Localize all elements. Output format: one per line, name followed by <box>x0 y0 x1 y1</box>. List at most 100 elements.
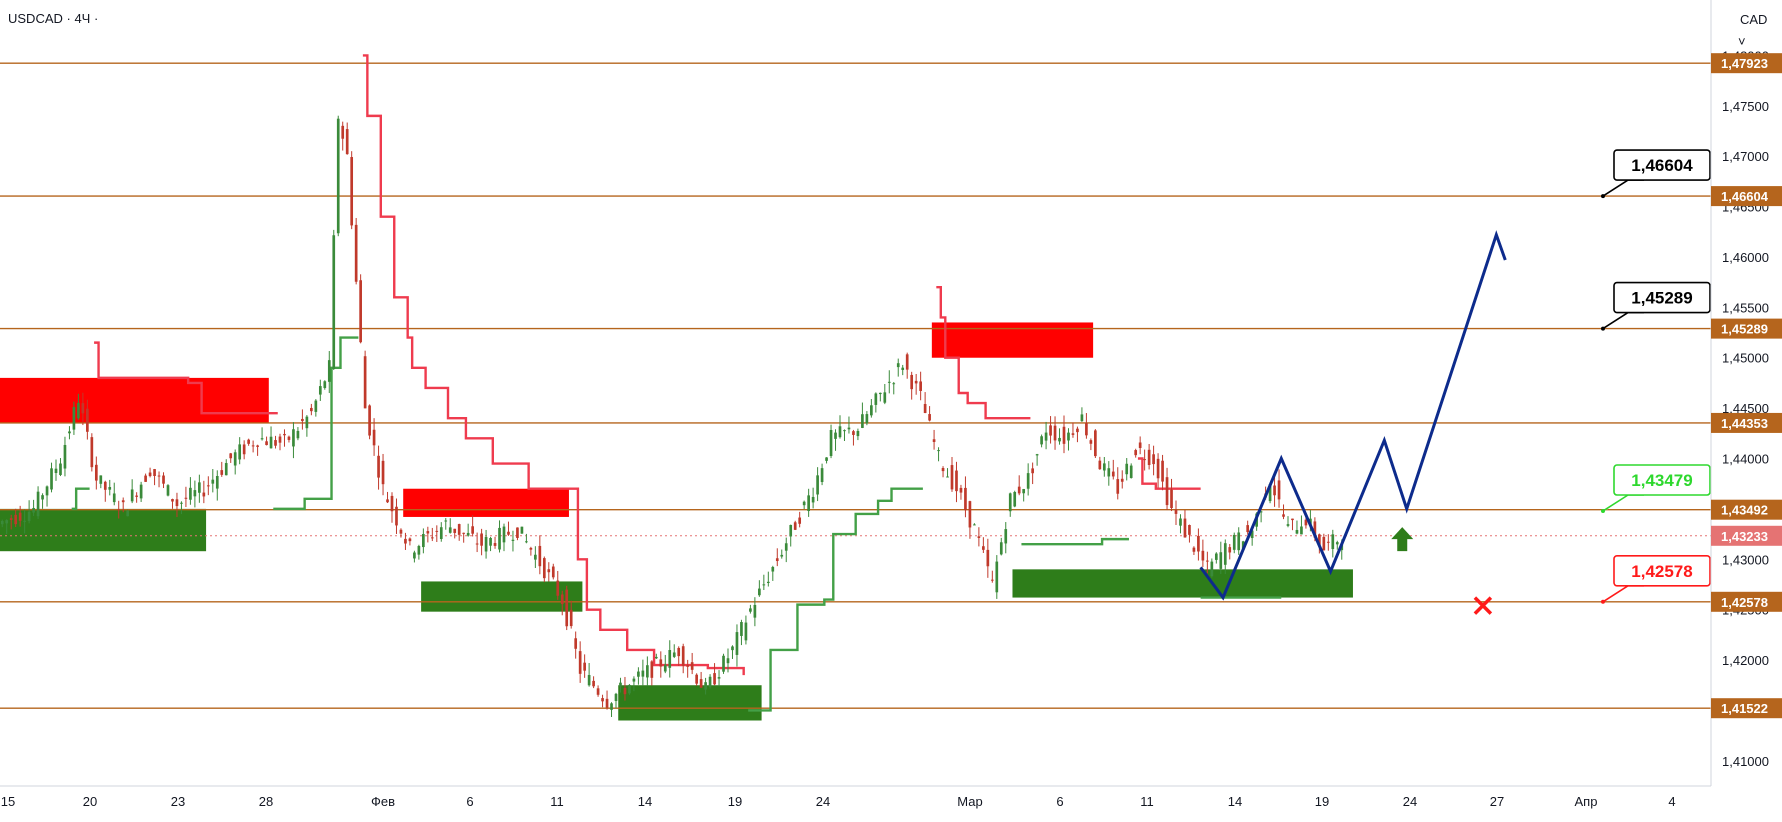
candle-body <box>829 429 833 456</box>
level-price-badge-text: 1,43492 <box>1721 503 1768 518</box>
candle-body <box>426 531 430 534</box>
candle-body <box>23 520 26 522</box>
candle-body <box>121 500 125 503</box>
candle-body <box>404 538 407 544</box>
time-tick-label: 19 <box>1315 794 1329 809</box>
candle-body <box>1335 542 1339 545</box>
candle-body <box>32 507 35 513</box>
candle-body <box>1058 437 1061 442</box>
candle-body <box>1277 480 1281 500</box>
candle-body <box>359 280 362 343</box>
candle-body <box>422 533 425 548</box>
candle-body <box>901 367 905 370</box>
time-tick-label: 6 <box>1056 794 1063 809</box>
candle-body <box>1188 524 1191 535</box>
time-tick-label: 4 <box>1668 794 1675 809</box>
time-tick-label: Апр <box>1575 794 1598 809</box>
candle-body <box>914 380 918 384</box>
candle-body <box>117 509 121 511</box>
candle-body <box>68 431 71 434</box>
time-axis[interactable]: 15 20 23 28 Фев 6 11 14 19 24 Мар 6 11 14 19 24 27 Апр 4 <box>1 794 1676 809</box>
candle-body <box>578 651 582 674</box>
level-price-badge-text: 1,44353 <box>1721 416 1768 431</box>
candle-body <box>166 485 170 496</box>
candle-body <box>395 506 398 526</box>
candle-body <box>1026 473 1030 489</box>
candle-body <box>269 436 273 449</box>
candle-body <box>386 499 389 503</box>
candle-body <box>368 405 371 436</box>
candle-body <box>1085 423 1088 436</box>
candle-body <box>1067 432 1070 441</box>
candle-body <box>1017 486 1021 494</box>
candle-body <box>1161 460 1164 482</box>
candle-body <box>663 664 667 672</box>
candle-body <box>220 470 224 475</box>
candle-body <box>444 520 448 522</box>
price-tick-label: 1,47500 <box>1722 99 1769 114</box>
candle-body <box>41 495 44 500</box>
forecast-layer <box>1199 230 1507 601</box>
candle-body <box>103 481 107 490</box>
current-price-badge-text: 1,43233 <box>1721 529 1768 544</box>
candle-body <box>695 674 698 684</box>
axis-caret-icon: ˅ <box>1738 34 1746 49</box>
candle-body <box>1111 471 1115 477</box>
candle-body <box>413 552 416 559</box>
candle-body <box>1031 468 1034 474</box>
candles-layer <box>0 115 1344 717</box>
green-trailing-stop-line <box>1021 537 1129 546</box>
level-price-badge-text: 1,45289 <box>1721 322 1768 337</box>
candle-body <box>229 453 233 459</box>
candle-body <box>1116 479 1120 494</box>
candle-body <box>551 566 555 578</box>
candle-body <box>1044 432 1048 441</box>
candle-body <box>466 532 470 536</box>
candle-body <box>1273 485 1276 496</box>
candle-body <box>162 475 165 484</box>
candle-body <box>1286 524 1290 526</box>
candle-body <box>982 546 985 550</box>
candle-body <box>5 520 9 524</box>
candle-body <box>1102 463 1106 471</box>
candle-body <box>54 468 58 474</box>
cross-icon <box>1473 596 1493 615</box>
candle-body <box>18 512 22 521</box>
candle-body <box>1147 449 1151 465</box>
candle-body <box>430 537 434 539</box>
candle-body <box>390 495 394 512</box>
callout-anchor-dot <box>1601 194 1605 199</box>
candle-body <box>1210 561 1214 577</box>
candle-body <box>63 444 67 469</box>
price-tick-label: 1,46000 <box>1722 250 1769 265</box>
candle-body <box>910 374 914 390</box>
candle-body <box>511 539 515 541</box>
candle-body <box>148 472 152 477</box>
candle-body <box>9 518 13 520</box>
candle-body <box>816 475 819 495</box>
candle-body <box>780 554 784 557</box>
candle-body <box>583 662 586 671</box>
candle-body <box>314 400 318 412</box>
candle-body <box>793 522 797 530</box>
candle-body <box>1268 484 1272 502</box>
candle-body <box>1201 550 1205 561</box>
price-axis[interactable]: 1,410001,415001,420001,425001,430001,435… <box>1711 48 1782 769</box>
candle-body <box>955 470 958 492</box>
candle-body <box>1259 511 1263 513</box>
level-price-badge-text: 1,41522 <box>1721 701 1768 716</box>
callout-label: 1,45289 <box>1631 289 1692 308</box>
candle-body <box>923 403 927 413</box>
candle-body <box>726 658 730 664</box>
time-tick-label: 19 <box>728 794 742 809</box>
candle-body <box>928 414 931 421</box>
candle-body <box>659 659 663 667</box>
candle-body <box>614 693 618 702</box>
candle-body <box>489 538 492 546</box>
candle-body <box>1228 547 1232 553</box>
candle-body <box>905 354 909 370</box>
candle-body <box>852 431 855 435</box>
currency-label[interactable]: CAD <box>1740 12 1767 27</box>
candle-body <box>1232 534 1236 550</box>
